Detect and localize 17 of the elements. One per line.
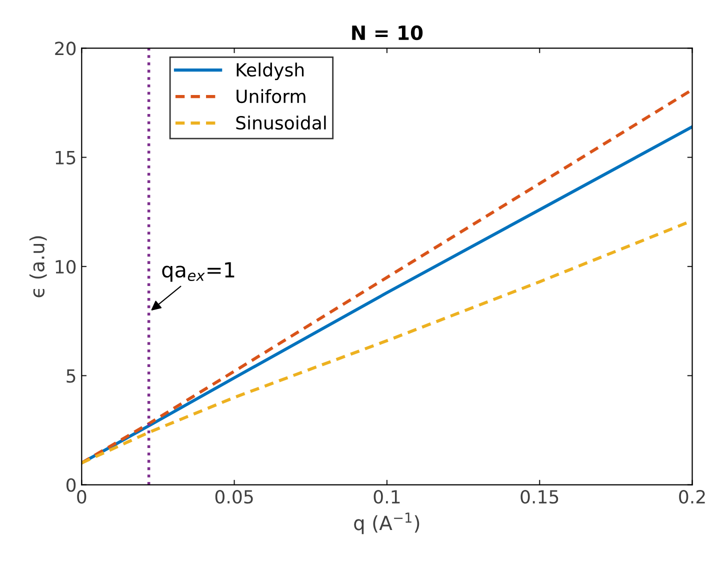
x-axis-title: q (A$^{−1}$) bbox=[354, 512, 420, 534]
chart-title: N = 10 bbox=[352, 25, 423, 40]
y-tick-label: 10 bbox=[56, 260, 76, 274]
x-tick-label: 0.1 bbox=[374, 490, 400, 504]
y-tick-label: 15 bbox=[56, 151, 76, 164]
y-tick-label: 20 bbox=[55, 42, 76, 56]
annotation: qa$_{ex}$=1 bbox=[162, 262, 234, 282]
x-tick-label: 0 bbox=[77, 490, 86, 504]
legend-label: Keldysh bbox=[236, 62, 304, 80]
x-tick-label: 0.2 bbox=[679, 490, 705, 504]
y-axis-title: ϵ (a.u) bbox=[29, 236, 47, 298]
legend-label: Sinusoidal bbox=[236, 116, 326, 130]
y-tick-label: 5 bbox=[66, 369, 76, 383]
legend-label: Uniform bbox=[236, 89, 306, 104]
x-tick-label: 0.05 bbox=[215, 490, 253, 504]
y-tick-label: 0 bbox=[66, 478, 76, 492]
x-tick-label: 0.15 bbox=[520, 490, 558, 504]
